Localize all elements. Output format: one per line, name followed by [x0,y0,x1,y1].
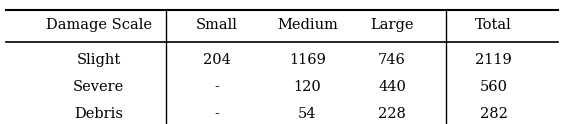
Text: Damage Scale: Damage Scale [46,18,152,32]
Text: 2119: 2119 [475,53,512,66]
Text: -: - [215,107,219,121]
Text: Total: Total [475,18,512,32]
Text: Severe: Severe [73,80,124,94]
Text: 282: 282 [479,107,508,121]
Text: 204: 204 [203,53,231,66]
Text: 440: 440 [378,80,406,94]
Text: 1169: 1169 [289,53,326,66]
Text: Large: Large [370,18,414,32]
Text: 560: 560 [479,80,508,94]
Text: Slight: Slight [77,53,121,66]
Text: 120: 120 [293,80,321,94]
Text: 746: 746 [378,53,406,66]
Text: Medium: Medium [277,18,338,32]
Text: Debris: Debris [74,107,123,121]
Text: Small: Small [196,18,238,32]
Text: 228: 228 [378,107,406,121]
Text: 54: 54 [298,107,316,121]
Text: -: - [215,80,219,94]
